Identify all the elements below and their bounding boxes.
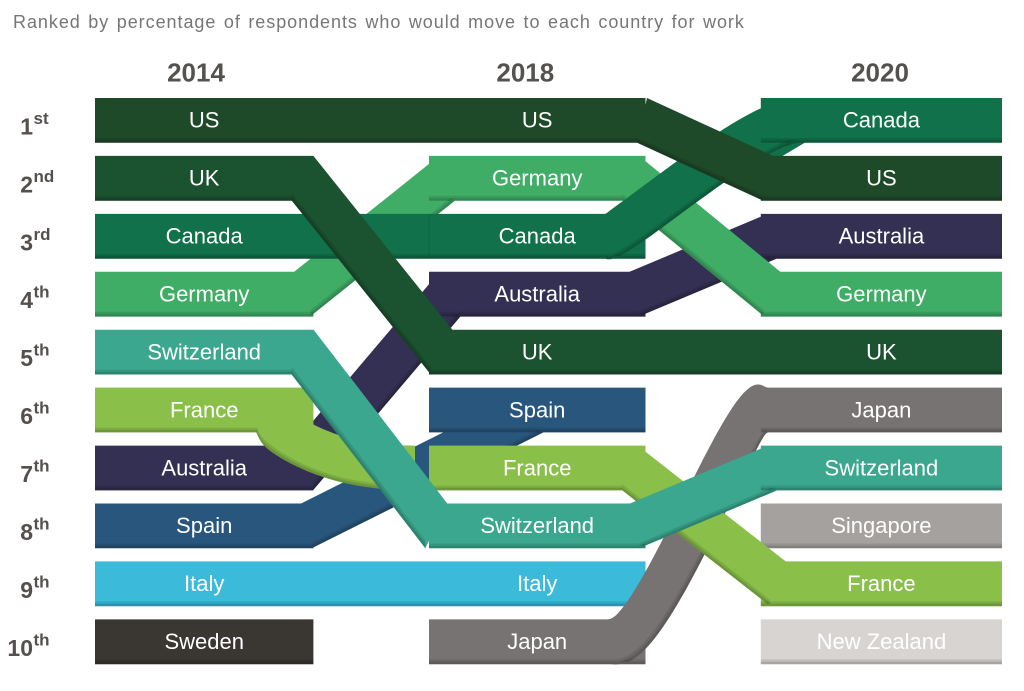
svg-text:th: th — [34, 514, 50, 533]
svg-text:New Zealand: New Zealand — [817, 629, 947, 654]
svg-text:th: th — [34, 457, 50, 476]
svg-text:Sweden: Sweden — [164, 629, 244, 654]
svg-text:Australia: Australia — [161, 455, 247, 480]
svg-text:US: US — [522, 108, 553, 133]
svg-text:2018: 2018 — [496, 58, 554, 88]
svg-text:US: US — [189, 108, 220, 133]
svg-text:France: France — [503, 455, 571, 480]
svg-text:rd: rd — [34, 225, 51, 244]
svg-text:UK: UK — [866, 339, 897, 364]
svg-text:France: France — [847, 571, 915, 596]
svg-text:Japan: Japan — [507, 629, 567, 654]
svg-text:UK: UK — [189, 166, 220, 191]
svg-text:Spain: Spain — [176, 513, 232, 538]
svg-text:Switzerland: Switzerland — [147, 339, 261, 364]
svg-text:Switzerland: Switzerland — [480, 513, 594, 538]
svg-text:th: th — [34, 341, 50, 360]
svg-text:th: th — [34, 399, 50, 418]
svg-text:Singapore: Singapore — [831, 513, 931, 538]
svg-text:France: France — [170, 397, 238, 422]
svg-text:nd: nd — [34, 167, 55, 186]
svg-text:4: 4 — [20, 287, 33, 313]
svg-text:Japan: Japan — [851, 397, 911, 422]
svg-text:Italy: Italy — [184, 571, 224, 596]
svg-text:th: th — [34, 630, 50, 649]
svg-text:st: st — [34, 109, 49, 128]
svg-text:Germany: Germany — [836, 282, 926, 307]
svg-text:2: 2 — [20, 171, 33, 197]
svg-text:2020: 2020 — [851, 58, 909, 88]
svg-text:Canada: Canada — [499, 224, 577, 249]
svg-text:8: 8 — [20, 519, 33, 545]
svg-text:Spain: Spain — [509, 397, 565, 422]
svg-text:1: 1 — [20, 113, 33, 139]
svg-text:US: US — [866, 166, 897, 191]
svg-text:Canada: Canada — [843, 108, 921, 133]
svg-text:2014: 2014 — [167, 58, 225, 88]
svg-text:Australia: Australia — [494, 282, 580, 307]
svg-text:9: 9 — [20, 577, 33, 603]
svg-text:5: 5 — [20, 345, 33, 371]
svg-text:UK: UK — [522, 339, 553, 364]
svg-text:Italy: Italy — [517, 571, 557, 596]
svg-text:6: 6 — [20, 403, 33, 429]
svg-text:10: 10 — [7, 635, 33, 661]
svg-text:Australia: Australia — [839, 224, 925, 249]
svg-text:Germany: Germany — [492, 166, 582, 191]
svg-text:7: 7 — [20, 461, 33, 487]
svg-text:Ranked by percentage of respon: Ranked by percentage of respondents who … — [13, 12, 745, 32]
svg-text:th: th — [34, 572, 50, 591]
svg-text:Switzerland: Switzerland — [825, 455, 939, 480]
svg-text:Canada: Canada — [166, 224, 244, 249]
svg-text:Germany: Germany — [159, 282, 249, 307]
svg-text:3: 3 — [20, 229, 33, 255]
svg-text:th: th — [34, 283, 50, 302]
